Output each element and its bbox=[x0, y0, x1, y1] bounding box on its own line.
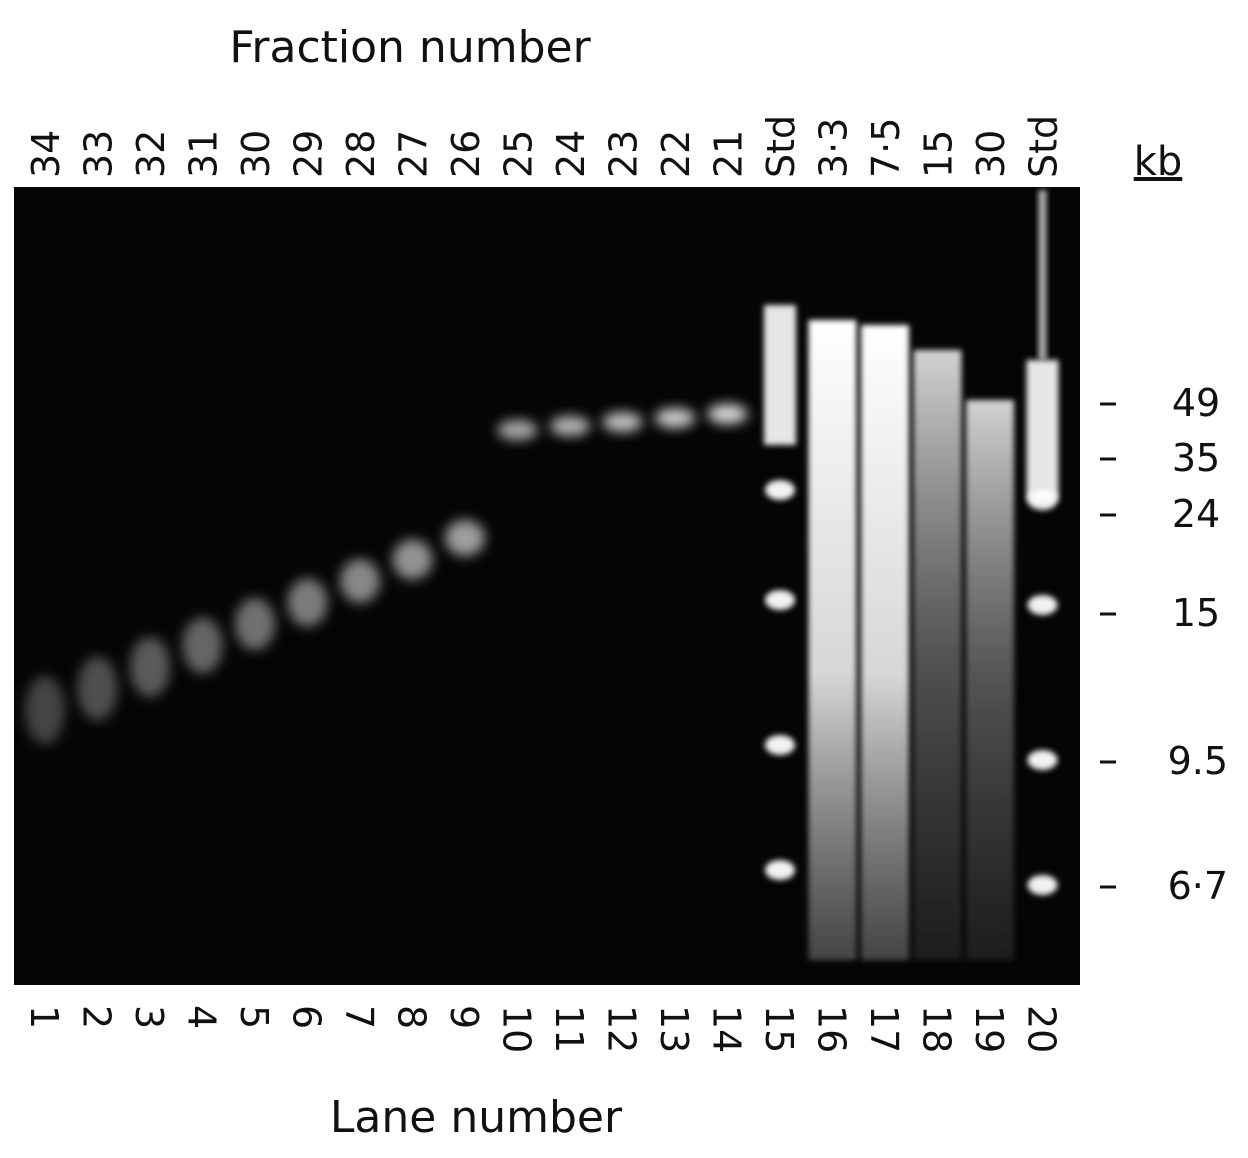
lane-number: 2 bbox=[75, 1005, 119, 1029]
std-smear bbox=[764, 305, 796, 445]
fraction-label: Std bbox=[1022, 115, 1066, 178]
lane-number: 8 bbox=[390, 1005, 434, 1029]
std-band bbox=[765, 860, 795, 880]
sample-smear bbox=[808, 320, 857, 960]
fraction-label: Std bbox=[759, 115, 803, 178]
fraction-label: 33 bbox=[77, 130, 121, 178]
lane-number: 13 bbox=[652, 1005, 696, 1053]
size-marker: 24 bbox=[1172, 492, 1220, 536]
size-marker: 49 bbox=[1172, 381, 1220, 425]
fraction-label: 29 bbox=[287, 130, 331, 178]
fraction-label: 25 bbox=[497, 130, 541, 178]
gel-bands bbox=[25, 190, 1059, 960]
lane-number: 11 bbox=[547, 1005, 591, 1053]
size-marker: 9.5 bbox=[1168, 739, 1228, 783]
lane-number: 5 bbox=[232, 1005, 276, 1029]
lane-number: 16 bbox=[810, 1005, 854, 1053]
std-band bbox=[765, 735, 795, 755]
diffuse-band bbox=[445, 520, 485, 556]
fraction-label: 21 bbox=[707, 130, 751, 178]
diffuse-band bbox=[25, 676, 65, 744]
lane-number: 10 bbox=[495, 1005, 539, 1053]
std-smear bbox=[1026, 360, 1059, 500]
fraction-label: 24 bbox=[549, 130, 593, 178]
lane-number: 12 bbox=[600, 1005, 644, 1053]
diffuse-band bbox=[707, 404, 748, 424]
bottom-title: Lane number bbox=[330, 1092, 623, 1143]
fraction-label: 32 bbox=[129, 130, 173, 178]
fraction-label: 22 bbox=[654, 130, 698, 178]
fraction-label: 28 bbox=[339, 130, 383, 178]
fraction-label: 31 bbox=[182, 130, 226, 178]
fraction-label: 34 bbox=[24, 130, 68, 178]
lane-number: 1 bbox=[22, 1005, 66, 1029]
fraction-label: 26 bbox=[444, 130, 488, 178]
std-band bbox=[765, 590, 795, 610]
lane-number: 9 bbox=[442, 1005, 486, 1029]
lane-number: 19 bbox=[967, 1005, 1011, 1053]
diffuse-band bbox=[550, 416, 590, 436]
diffuse-band bbox=[287, 578, 328, 627]
lane-number: 17 bbox=[862, 1005, 906, 1053]
diffuse-band bbox=[77, 656, 118, 721]
top-title: Fraction number bbox=[229, 22, 591, 73]
sample-smear bbox=[861, 325, 909, 960]
lane-number: 3 bbox=[127, 1005, 171, 1029]
unit-label: kb bbox=[1134, 139, 1183, 185]
diffuse-band bbox=[497, 420, 538, 440]
fraction-label: 15 bbox=[917, 130, 961, 178]
fraction-label: 30 bbox=[969, 130, 1013, 178]
lane-number: 14 bbox=[705, 1005, 749, 1053]
size-marker: 6·7 bbox=[1168, 864, 1228, 908]
fraction-label: 30 bbox=[234, 130, 278, 178]
diffuse-band bbox=[235, 598, 275, 650]
fraction-label: 27 bbox=[392, 130, 436, 178]
diffuse-band bbox=[392, 539, 433, 580]
std-band bbox=[1027, 750, 1058, 770]
sample-smear bbox=[966, 400, 1014, 960]
lane-number: 6 bbox=[285, 1005, 329, 1029]
lane-number: 15 bbox=[757, 1005, 801, 1053]
lane-number: 20 bbox=[1020, 1005, 1064, 1053]
std-band bbox=[1027, 490, 1058, 510]
fraction-label: 7·5 bbox=[864, 118, 908, 178]
std-band bbox=[1027, 875, 1058, 895]
diffuse-band bbox=[182, 617, 223, 674]
std-band bbox=[765, 480, 795, 500]
lane-number: 4 bbox=[180, 1005, 224, 1029]
size-marker: 35 bbox=[1172, 436, 1220, 480]
diffuse-band bbox=[340, 559, 380, 603]
fraction-label: 23 bbox=[602, 130, 646, 178]
diffuse-band bbox=[602, 412, 643, 432]
sample-smear bbox=[913, 350, 962, 960]
fraction-label: 3·3 bbox=[812, 118, 856, 178]
std-streak bbox=[1038, 190, 1047, 360]
lane-number: 18 bbox=[915, 1005, 959, 1053]
lane-number: 7 bbox=[337, 1005, 381, 1029]
size-marker: 15 bbox=[1172, 591, 1220, 635]
diffuse-band bbox=[655, 408, 695, 428]
std-band bbox=[1027, 595, 1058, 615]
diffuse-band bbox=[130, 637, 170, 697]
